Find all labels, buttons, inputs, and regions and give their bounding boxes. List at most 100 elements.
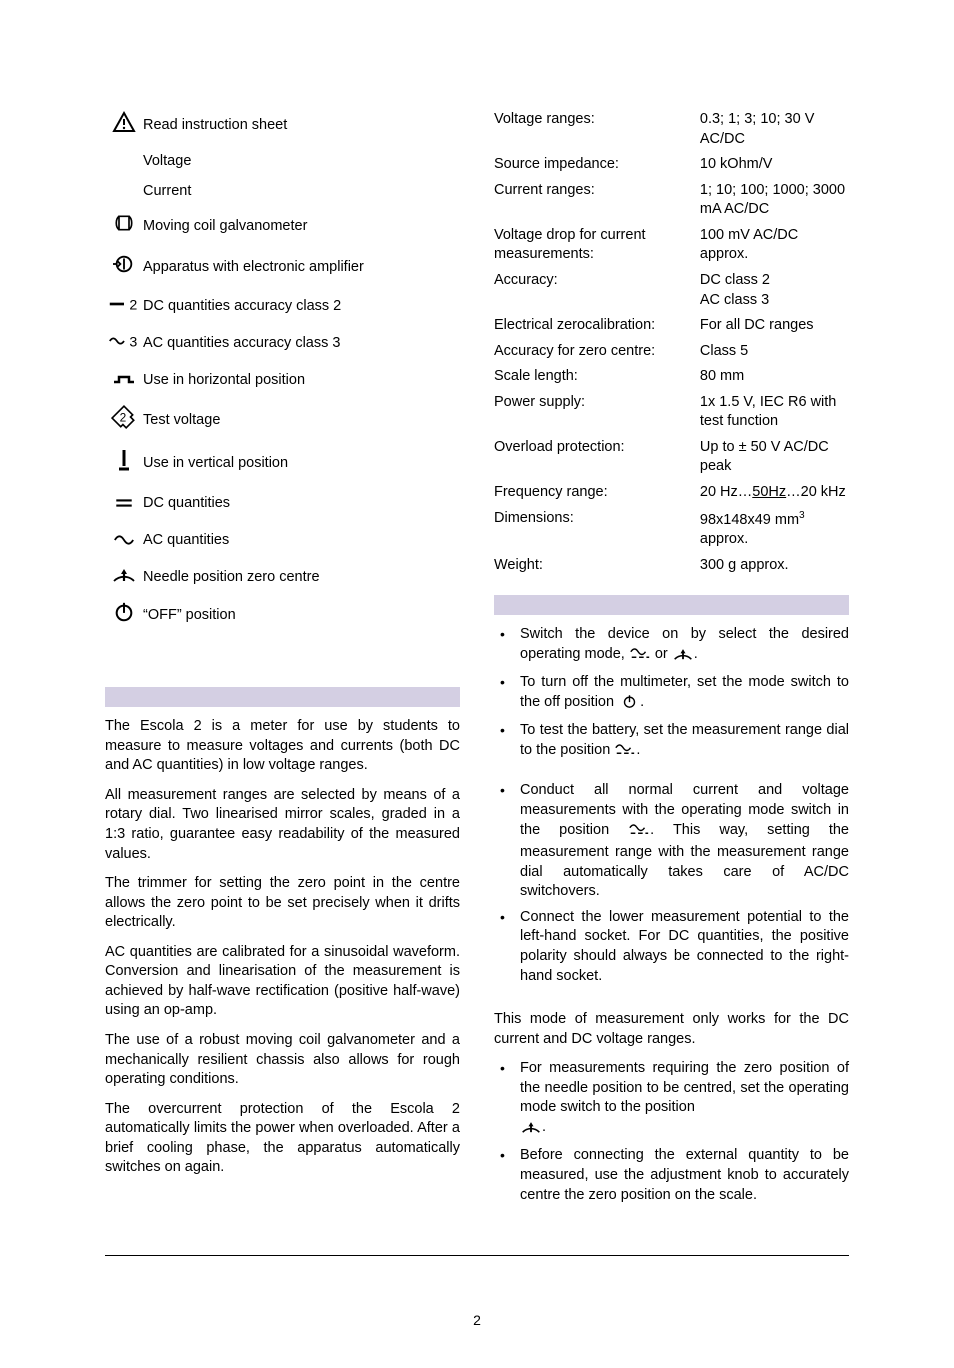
body-paragraph: The overcurrent protection of the Escola…: [105, 1100, 460, 1178]
left-column: Read instruction sheet Voltage Current Movi…: [105, 110, 460, 1215]
legend-text: DC quantities: [143, 494, 460, 514]
legend-row: “OFF” position: [105, 601, 460, 631]
legend-text: Use in vertical position: [143, 454, 460, 474]
legend-text: Needle position zero centre: [143, 568, 460, 588]
spec-label: Scale length:: [494, 367, 700, 387]
legend-row: Read instruction sheet: [105, 110, 460, 142]
description-block: The Escola 2 is a meter for use by stude…: [105, 717, 460, 1178]
spec-label: Voltage drop for current measurements:: [494, 226, 700, 265]
legend-list: Read instruction sheet Voltage Current Movi…: [105, 110, 460, 631]
legend-text: AC quantities accuracy class 3: [143, 334, 460, 354]
spec-label: Overload protection:: [494, 438, 700, 477]
spec-value: For all DC ranges: [700, 316, 849, 336]
legend-row: Use in vertical position: [105, 448, 460, 480]
legend-row: Use in horizontal position: [105, 367, 460, 394]
legend-row: Current: [105, 182, 460, 202]
acdc-icon: [629, 648, 651, 668]
test-voltage-icon: [105, 404, 143, 438]
legend-row: DC quantities: [105, 490, 460, 517]
body-paragraph: The trimmer for setting the zero point i…: [105, 874, 460, 933]
spec-row: Weight:300 g approx.: [494, 556, 849, 576]
vertical-icon: [105, 448, 143, 480]
spec-value: 0.3; 1; 3; 10; 30 V AC/DC: [700, 110, 849, 149]
right-column: Voltage ranges:0.3; 1; 3; 10; 30 V AC/DC…: [494, 110, 849, 1215]
spec-row: Accuracy for zero centre:Class 5: [494, 342, 849, 362]
page-number: 2: [105, 1312, 849, 1328]
spec-label: Accuracy:: [494, 271, 700, 310]
legend-row: Test voltage: [105, 404, 460, 438]
spec-label: Accuracy for zero centre:: [494, 342, 700, 362]
legend-text: “OFF” position: [143, 606, 460, 626]
spec-value: 1; 10; 100; 1000; 3000 mA AC/DC: [700, 181, 849, 220]
acdc-icon: [614, 744, 636, 764]
spec-row: Overload protection:Up to ± 50 V AC/DC p…: [494, 438, 849, 477]
spec-row: Accuracy:DC class 2AC class 3: [494, 271, 849, 310]
spec-label: Source impedance:: [494, 155, 700, 175]
warning-triangle-icon: [105, 110, 143, 142]
body-paragraph: The use of a robust moving coil galvanom…: [105, 1031, 460, 1090]
list-item: To turn off the multimeter, set the mode…: [494, 673, 849, 715]
spec-label: Frequency range:: [494, 483, 700, 503]
legend-text: Use in horizontal position: [143, 371, 460, 391]
operation-list-1: Switch the device on by select the desir…: [494, 625, 849, 763]
ac-class-3-icon: [105, 330, 143, 357]
zero-centre-icon: [105, 564, 143, 591]
spec-label: Dimensions:: [494, 509, 700, 550]
spec-row: Voltage drop for current measurements:10…: [494, 226, 849, 265]
eye-amplifier-icon: [105, 253, 143, 283]
body-paragraph: All measurement ranges are selected by m…: [105, 786, 460, 864]
dc-class-2-icon: [105, 293, 143, 320]
spec-value: 98x148x49 mm3 approx.: [700, 509, 849, 550]
list-item: Before connecting the external quantity …: [494, 1146, 849, 1205]
text: .: [636, 742, 640, 758]
legend-text: AC quantities: [143, 531, 460, 551]
list-item: To test the battery, set the measurement…: [494, 721, 849, 763]
legend-text: Current: [143, 182, 460, 202]
operation-list-2: Conduct all normal current and voltage m…: [494, 781, 849, 986]
spec-value: 20 Hz…50Hz…20 kHz: [700, 483, 849, 503]
spec-row: Current ranges:1; 10; 100; 1000; 3000 mA…: [494, 181, 849, 220]
legend-row: AC quantities accuracy class 3: [105, 330, 460, 357]
text: To turn off the multimeter, set the mode…: [520, 674, 849, 710]
spec-value: 100 mV AC/DC approx.: [700, 226, 849, 265]
legend-text: Apparatus with electronic amplifier: [143, 258, 460, 278]
text: .: [694, 646, 698, 662]
legend-text: Test voltage: [143, 411, 460, 431]
body-paragraph: AC quantities are calibrated for a sinus…: [105, 943, 460, 1021]
legend-text: Read instruction sheet: [143, 116, 460, 136]
text: or: [651, 646, 672, 662]
ac-icon: [105, 527, 143, 554]
spec-row: Dimensions:98x148x49 mm3 approx.: [494, 509, 849, 550]
acdc-icon: [628, 824, 650, 844]
horizontal-icon: [105, 367, 143, 394]
text: .: [640, 694, 644, 710]
footer-rule: [105, 1255, 849, 1256]
moving-coil-icon: [105, 211, 143, 243]
spec-label: Electrical zerocalibration:: [494, 316, 700, 336]
spec-row: Power supply:1x 1.5 V, IEC R6 with test …: [494, 393, 849, 432]
spec-value: 300 g approx.: [700, 556, 849, 576]
off-power-icon: [618, 694, 640, 716]
legend-row: Moving coil galvanometer: [105, 211, 460, 243]
spec-list: Voltage ranges:0.3; 1; 3; 10; 30 V AC/DC…: [494, 110, 849, 575]
legend-row: Voltage: [105, 152, 460, 172]
section-bar: [494, 595, 849, 615]
spec-row: Electrical zerocalibration:For all DC ra…: [494, 316, 849, 336]
spec-value: 1x 1.5 V, IEC R6 with test function: [700, 393, 849, 432]
dc-icon: [105, 490, 143, 517]
body-paragraph: The Escola 2 is a meter for use by stude…: [105, 717, 460, 776]
spec-value: Class 5: [700, 342, 849, 362]
text: .: [542, 1119, 546, 1135]
section-bar: [105, 687, 460, 707]
legend-text: Moving coil galvanometer: [143, 217, 460, 237]
mode-note: This mode of measurement only works for …: [494, 1010, 849, 1049]
spec-value: Up to ± 50 V AC/DC peak: [700, 438, 849, 477]
spec-row: Voltage ranges:0.3; 1; 3; 10; 30 V AC/DC: [494, 110, 849, 149]
spec-label: Weight:: [494, 556, 700, 576]
zero-centre-icon: [672, 648, 694, 668]
spec-label: Power supply:: [494, 393, 700, 432]
two-column-layout: Read instruction sheet Voltage Current Movi…: [105, 110, 849, 1215]
spec-label: Voltage ranges:: [494, 110, 700, 149]
legend-row: Apparatus with electronic amplifier: [105, 253, 460, 283]
text: For measurements requiring the zero posi…: [520, 1060, 849, 1115]
